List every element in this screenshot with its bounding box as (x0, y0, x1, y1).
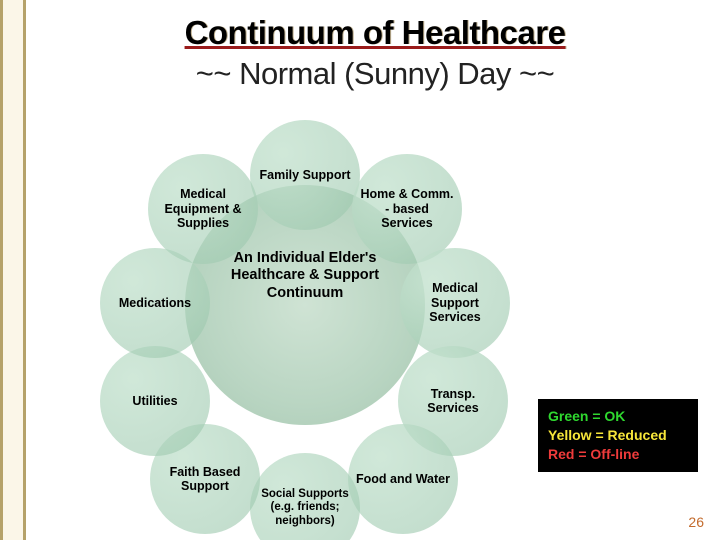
page-subtitle: ~~ Normal (Sunny) Day ~~ (60, 56, 690, 92)
petal-label: Faith Based Support (158, 465, 253, 494)
petal-label: Medical Support Services (408, 281, 503, 324)
petal-8: Medications (100, 248, 210, 358)
petal-4: Food and Water (348, 424, 458, 534)
petal-9: Medical Equipment & Supplies (148, 154, 258, 264)
petal-label: Transp. Services (406, 387, 501, 416)
legend-yellow: Yellow = Reduced (548, 426, 688, 445)
petal-label: Medications (119, 296, 191, 310)
petal-label: Home & Comm. - based Services (360, 187, 455, 230)
legend-green: Green = OK (548, 407, 688, 426)
legend-red: Red = Off-line (548, 445, 688, 464)
center-label: An Individual Elder's Healthcare & Suppo… (210, 250, 400, 302)
petal-label: Family Support (260, 168, 351, 182)
petal-0: Family Support (250, 120, 360, 230)
petal-label: Utilities (132, 394, 177, 408)
petal-label: Food and Water (356, 472, 450, 486)
petal-label: Medical Equipment & Supplies (156, 187, 251, 230)
petal-2: Medical Support Services (400, 248, 510, 358)
side-stripe (0, 0, 26, 540)
petal-7: Utilities (100, 346, 210, 456)
legend-box: Green = OK Yellow = Reduced Red = Off-li… (538, 399, 698, 472)
petal-label: Social Supports (e.g. friends; neighbors… (258, 488, 353, 528)
slide: Continuum of Healthcare ~~ Normal (Sunny… (0, 0, 720, 540)
page-number: 26 (688, 514, 704, 530)
petal-1: Home & Comm. - based Services (352, 154, 462, 264)
petal-5: Social Supports (e.g. friends; neighbors… (250, 453, 360, 540)
continuum-diagram: Family Support Home & Comm. - based Servi… (100, 120, 510, 500)
page-title: Continuum of Healthcare (60, 14, 690, 52)
